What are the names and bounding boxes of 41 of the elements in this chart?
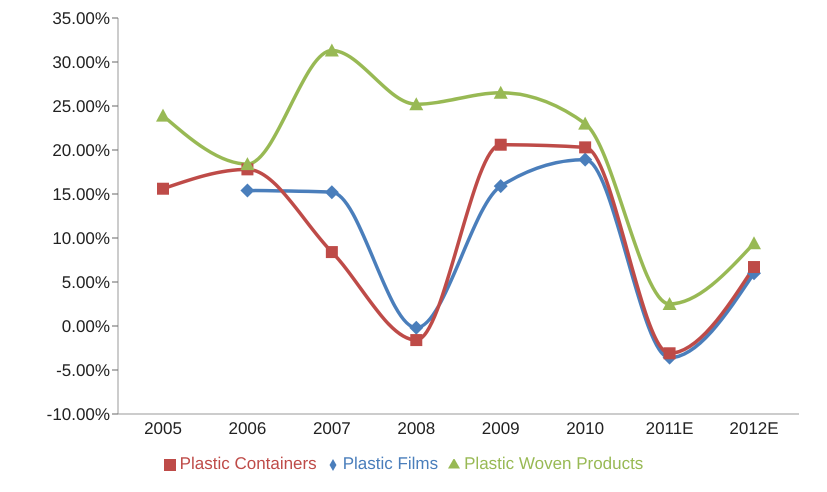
x-tick-label: 2005 xyxy=(144,419,182,438)
point xyxy=(579,141,592,154)
x-tick-label: 2006 xyxy=(228,419,266,438)
point xyxy=(156,108,170,122)
y-tick-label: 0.00% xyxy=(62,317,110,336)
point xyxy=(494,138,507,151)
point xyxy=(578,152,592,167)
y-tick-label: 35.00% xyxy=(52,9,110,28)
x-tick-label: 2009 xyxy=(482,419,520,438)
point xyxy=(664,347,676,360)
legend-label: Plastic Containers xyxy=(180,454,317,473)
point xyxy=(410,334,422,346)
y-tick-label: 5.00% xyxy=(62,273,110,292)
legend-label: Plastic Woven Products xyxy=(464,454,644,473)
y-tick-label: -10.00% xyxy=(46,405,110,424)
y-tick-label: 15.00% xyxy=(52,185,110,204)
x-tick-label: 2012E xyxy=(729,419,779,438)
x-tick-label: 2010 xyxy=(566,419,604,438)
point xyxy=(409,320,424,335)
x-tick-label: 2007 xyxy=(312,419,351,438)
point xyxy=(240,157,254,170)
y-tick-label: 20.00% xyxy=(52,141,110,160)
x-tick-label: 2011E xyxy=(646,419,694,438)
y-tick-label: 30.00% xyxy=(52,53,110,72)
point xyxy=(747,236,761,250)
point xyxy=(409,97,424,110)
point xyxy=(157,182,169,195)
point xyxy=(662,297,677,310)
legend-label: Plastic Films xyxy=(342,454,438,473)
y-tick-label: -5.00% xyxy=(56,361,110,380)
point xyxy=(240,183,254,198)
point xyxy=(578,116,592,130)
point xyxy=(324,185,339,200)
x-tick-label: 2008 xyxy=(397,419,436,438)
point xyxy=(494,179,508,194)
point xyxy=(324,44,339,57)
point xyxy=(748,261,760,274)
point xyxy=(494,86,508,99)
y-tick-label: 10.00% xyxy=(52,229,110,248)
y-tick-label: 25.00% xyxy=(52,97,110,116)
point xyxy=(326,246,338,258)
